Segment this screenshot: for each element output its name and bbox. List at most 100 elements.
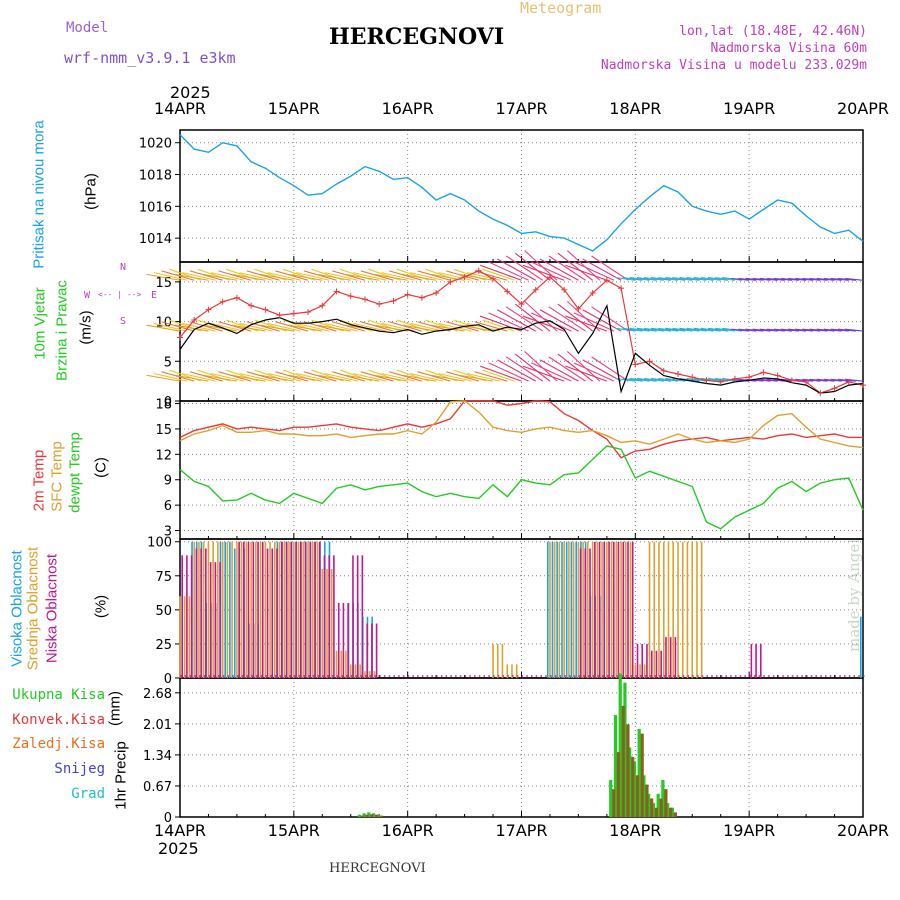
total-rain-bar: [357, 814, 361, 817]
wind-barb: [686, 276, 707, 281]
wind-barb: [402, 324, 437, 332]
wind-barb: [759, 378, 778, 382]
conv-rain-bar: [612, 789, 616, 817]
wind-barb: [622, 327, 643, 332]
wind-barb: [693, 327, 714, 332]
wind-barb: [573, 362, 615, 382]
wind-barb: [700, 276, 721, 281]
wind-barb: [339, 369, 373, 382]
wind-barb: [239, 272, 273, 281]
conv-rain-bar: [669, 807, 673, 817]
wind-barb: [715, 276, 736, 281]
wind-barb: [566, 351, 601, 382]
total-rain-bar: [632, 761, 637, 817]
compass-north: N: [120, 262, 127, 273]
total-rain-bar: [376, 814, 380, 817]
wind-barb: [368, 268, 401, 281]
wind-barb: [539, 359, 579, 382]
wind-barb: [332, 321, 366, 332]
wind-barb: [146, 374, 181, 382]
wind-barb: [496, 359, 536, 382]
wind-barb: [759, 328, 778, 332]
conv-rain-bar: [654, 807, 659, 817]
wind-barb: [189, 270, 223, 281]
wind-barb: [479, 365, 522, 382]
wind-barb: [548, 356, 586, 382]
wind-barb: [409, 272, 444, 281]
panel-frame: [179, 400, 864, 540]
wind-barb: [722, 377, 743, 382]
y-tick-label: 1014: [139, 232, 172, 247]
y-tick-label: 1.34: [143, 749, 172, 764]
wind-barb: [246, 270, 280, 281]
wind-barb: [231, 374, 266, 382]
conv-rain-bar: [360, 815, 364, 817]
wind-barb: [466, 372, 501, 382]
total-rain-bar: [670, 807, 674, 817]
conv-rain-bar: [621, 705, 625, 817]
panel-frame: [179, 538, 864, 679]
wind-barb: [197, 319, 230, 332]
wind-barb: [738, 328, 757, 332]
conv-rain-bar: [379, 815, 383, 817]
wind-barb: [360, 270, 394, 281]
wind-label: 10m Vjetar: [31, 287, 49, 360]
precip-label: 1hr Precip: [112, 741, 130, 810]
wind-barb: [658, 377, 679, 382]
wind-barb: [845, 378, 864, 382]
wind-barb: [548, 306, 586, 332]
wind-barb: [795, 277, 814, 281]
wind-barb: [161, 321, 195, 332]
wind-barb: [389, 270, 423, 281]
wind-barb: [788, 378, 807, 382]
wind-barb: [260, 273, 294, 281]
wind-barb: [288, 273, 323, 281]
wind-barb: [514, 303, 551, 332]
wind-barb: [837, 378, 856, 382]
total-rain-bar: [609, 779, 613, 817]
wind-barb: [267, 322, 302, 332]
wind-barb: [591, 356, 629, 382]
wind-barb: [565, 315, 608, 332]
compass-south: S: [120, 316, 127, 327]
conv-rain-bar: [645, 784, 649, 817]
wind-barb: [275, 321, 309, 332]
pressure-label: Pritisak na nivou mora: [30, 120, 48, 269]
wind-barb: [781, 378, 800, 382]
wind-barb: [816, 378, 835, 382]
wind-barb: [466, 272, 501, 281]
wind-barb: [474, 270, 508, 281]
wind-barb: [345, 374, 380, 382]
wind-barb: [296, 372, 330, 382]
wind-barb: [686, 377, 707, 382]
wind-barb: [802, 328, 821, 332]
dewpt-label: dewpt Temp: [66, 432, 84, 513]
wind-barb: [459, 273, 494, 281]
panel-frame: [179, 129, 864, 263]
wind-barb: [565, 264, 608, 281]
y-tick-label: 0: [164, 395, 172, 410]
wind-barb: [651, 276, 671, 281]
wind-barb: [417, 371, 451, 382]
total-rain-bar: [613, 715, 618, 817]
y-tick-label: 6: [164, 499, 172, 514]
wind-barb: [823, 378, 842, 382]
wind-barb: [324, 322, 358, 332]
wind-barb: [453, 369, 487, 382]
wind-barb: [267, 372, 302, 382]
wind-barb: [773, 277, 792, 281]
wind-barb: [766, 328, 785, 332]
wind-barb: [707, 276, 728, 281]
total-rain-bar: [647, 793, 651, 817]
wind-barb: [524, 351, 558, 382]
wind-barb: [303, 371, 337, 382]
wind-barb: [169, 268, 202, 281]
wind-barb: [496, 258, 536, 281]
sfc-temp-line: [179, 400, 864, 449]
wind-barb: [203, 374, 238, 382]
conv-rain-bar: [374, 814, 379, 817]
precip-unit: (mm): [106, 691, 124, 726]
model-name: wrf-nmm_v3.9.1 e3km: [64, 49, 236, 67]
wind-barb: [773, 328, 792, 332]
